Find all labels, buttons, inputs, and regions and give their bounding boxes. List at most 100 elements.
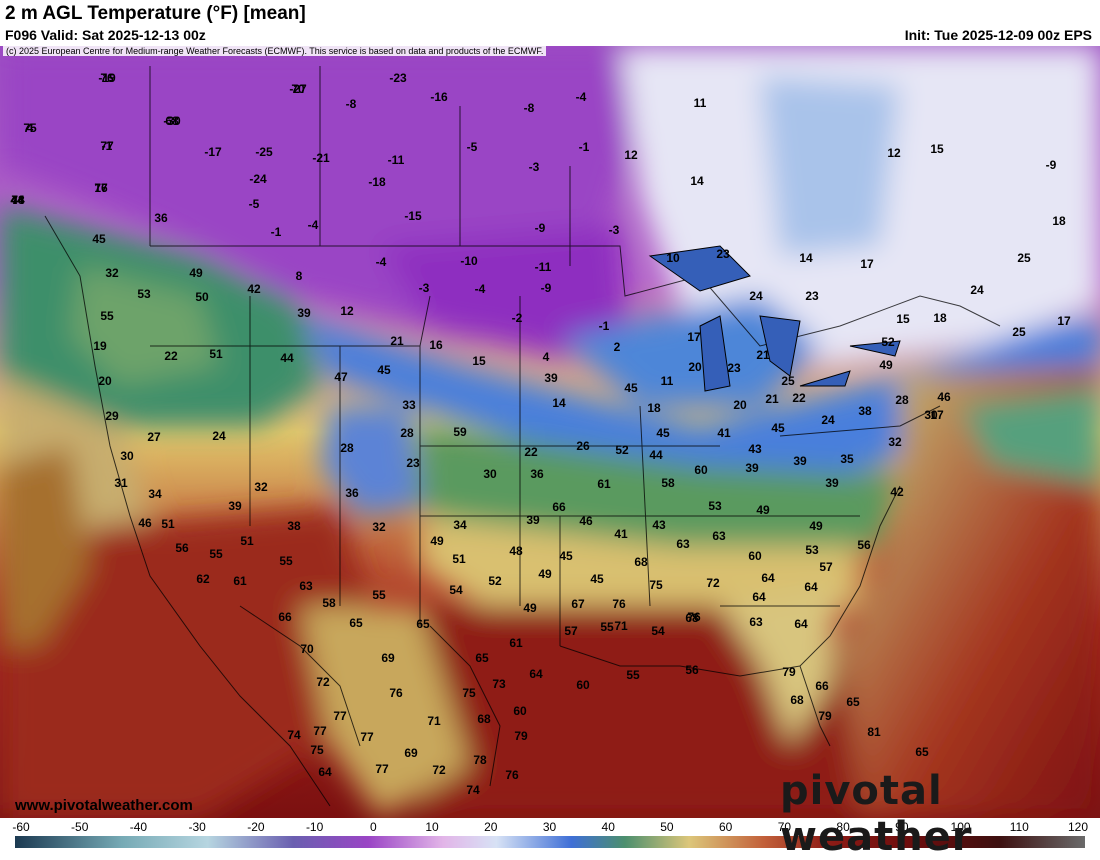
temperature-value-label: 69 bbox=[404, 746, 418, 760]
temperature-value-label: -25 bbox=[255, 145, 273, 159]
temperature-value-label: 78 bbox=[473, 753, 487, 767]
temperature-value-label: 66 bbox=[815, 679, 829, 693]
temperature-value-label: -4 bbox=[376, 255, 387, 269]
temperature-value-label: -18 bbox=[368, 175, 386, 189]
temperature-value-label: -15 bbox=[404, 209, 422, 223]
temperature-value-label: 63 bbox=[299, 579, 313, 593]
temperature-value-label: 18 bbox=[933, 311, 947, 325]
temperature-value-label: 53 bbox=[805, 543, 819, 557]
temperature-value-label: 39 bbox=[228, 499, 242, 513]
temperature-value-label: 64 bbox=[752, 590, 766, 604]
colorbar-tick: 0 bbox=[369, 820, 377, 834]
temperature-value-label: 27 bbox=[147, 430, 161, 444]
temperature-value-label: 74 bbox=[466, 783, 480, 797]
temperature-value-label: 24 bbox=[749, 289, 763, 303]
temperature-value-label: 34 bbox=[148, 487, 162, 501]
temperature-value-label: 17 bbox=[930, 408, 944, 422]
temperature-value-label: 68 bbox=[790, 693, 804, 707]
temperature-value-label: 44 bbox=[11, 193, 25, 207]
temperature-map[interactable]: -19 4 -30 -1 16 44 -27 -23 -16 -8 -4 11 -8 -17 -25 -21-… bbox=[0, 46, 1100, 818]
temperature-value-label: 24 bbox=[821, 413, 835, 427]
temperature-value-label: 58 bbox=[661, 476, 675, 490]
temperature-value-label: 14 bbox=[552, 396, 566, 410]
temperature-value-label: -8 bbox=[524, 101, 535, 115]
temperature-value-label: 28 bbox=[400, 426, 414, 440]
temperature-value-label: 71 bbox=[614, 619, 628, 633]
temperature-value-label: 77 bbox=[94, 181, 108, 195]
temperature-value-label: 55 bbox=[372, 588, 386, 602]
temperature-value-label: 51 bbox=[209, 347, 223, 361]
temperature-value-label: 60 bbox=[748, 549, 762, 563]
temperature-value-label: -17 bbox=[204, 145, 222, 159]
temperature-value-label: 12 bbox=[887, 146, 901, 160]
temperature-value-label: 21 bbox=[765, 392, 779, 406]
temperature-value-label: 34 bbox=[453, 518, 467, 532]
colorbar-tick: 120 bbox=[1067, 820, 1089, 834]
temperature-value-label: 70 bbox=[291, 82, 305, 96]
temperature-value-label: 2 bbox=[614, 340, 621, 354]
temperature-value-label: 79 bbox=[818, 709, 832, 723]
temperature-value-label: -24 bbox=[249, 172, 267, 186]
temperature-value-label: -11 bbox=[388, 153, 405, 167]
temperature-value-label: 15 bbox=[930, 142, 944, 156]
temperature-value-label: -3 bbox=[419, 281, 430, 295]
colorbar-tick: -60 bbox=[12, 820, 30, 834]
temperature-value-label: 61 bbox=[597, 477, 611, 491]
temperature-value-label: -11 bbox=[535, 260, 552, 274]
temperature-value-label: 64 bbox=[318, 765, 332, 779]
temperature-value-label: -16 bbox=[430, 90, 448, 104]
temperature-value-label: 55 bbox=[600, 620, 614, 634]
temperature-value-label: 65 bbox=[416, 617, 430, 631]
temperature-value-label: 10 bbox=[666, 251, 680, 265]
temperature-value-label: 8 bbox=[296, 269, 303, 283]
temperature-value-label: -9 bbox=[1046, 158, 1057, 172]
temperature-value-label: 20 bbox=[688, 360, 702, 374]
temperature-value-label: 39 bbox=[825, 476, 839, 490]
temperature-value-label: 68 bbox=[165, 114, 179, 128]
temperature-value-label: 54 bbox=[449, 583, 463, 597]
temperature-value-label: 45 bbox=[590, 572, 604, 586]
temperature-value-label: 71 bbox=[427, 714, 441, 728]
site-url[interactable]: www.pivotalweather.com bbox=[15, 797, 193, 814]
temperature-value-label: 72 bbox=[316, 675, 330, 689]
temperature-value-label: 75 bbox=[462, 686, 476, 700]
temperature-value-label: 32 bbox=[888, 435, 902, 449]
colorbar-tick: 10 bbox=[425, 820, 439, 834]
temperature-value-label: 17 bbox=[1057, 314, 1071, 328]
temperature-value-label: 49 bbox=[809, 519, 823, 533]
temperature-value-label: 47 bbox=[334, 370, 348, 384]
temperature-value-label: 18 bbox=[1052, 214, 1066, 228]
temperature-value-label: -2 bbox=[512, 311, 523, 325]
colorbar-tick: 40 bbox=[601, 820, 615, 834]
temperature-value-label: 76 bbox=[612, 597, 626, 611]
temperature-value-label: -9 bbox=[535, 221, 546, 235]
temperature-value-label: 63 bbox=[712, 529, 726, 543]
colorbar-tick: 60 bbox=[718, 820, 733, 834]
temperature-value-label: 79 bbox=[514, 729, 528, 743]
temperature-value-label: -8 bbox=[346, 97, 357, 111]
temperature-value-label: -21 bbox=[312, 151, 330, 165]
temperature-value-label: 78 bbox=[11, 193, 25, 207]
temperature-value-label: 73 bbox=[492, 677, 506, 691]
temperature-value-label: 65 bbox=[915, 745, 929, 759]
temperature-value-label: -5 bbox=[249, 197, 260, 211]
temperature-value-label: 49 bbox=[189, 266, 203, 280]
temperature-value-label: 39 bbox=[793, 454, 807, 468]
temperature-value-label: 63 bbox=[749, 615, 763, 629]
temperature-value-label: 32 bbox=[372, 520, 386, 534]
temperature-value-label: -3 bbox=[529, 160, 540, 174]
temperature-value-label: 17 bbox=[860, 257, 874, 271]
temperature-value-label: -23 bbox=[389, 71, 407, 85]
temperature-value-label: -9 bbox=[541, 281, 552, 295]
temperature-value-label: 57 bbox=[819, 560, 833, 574]
temperature-value-label: 39 bbox=[297, 306, 311, 320]
temperature-value-label: -3 bbox=[609, 223, 620, 237]
great-lakes bbox=[648, 245, 901, 392]
temperature-value-label: 49 bbox=[430, 534, 444, 548]
temperature-value-label: -4 bbox=[475, 282, 486, 296]
temperature-value-label: -10 bbox=[460, 254, 478, 268]
temperature-value-label: 56 bbox=[175, 541, 189, 555]
temperature-value-label: 50 bbox=[195, 290, 209, 304]
